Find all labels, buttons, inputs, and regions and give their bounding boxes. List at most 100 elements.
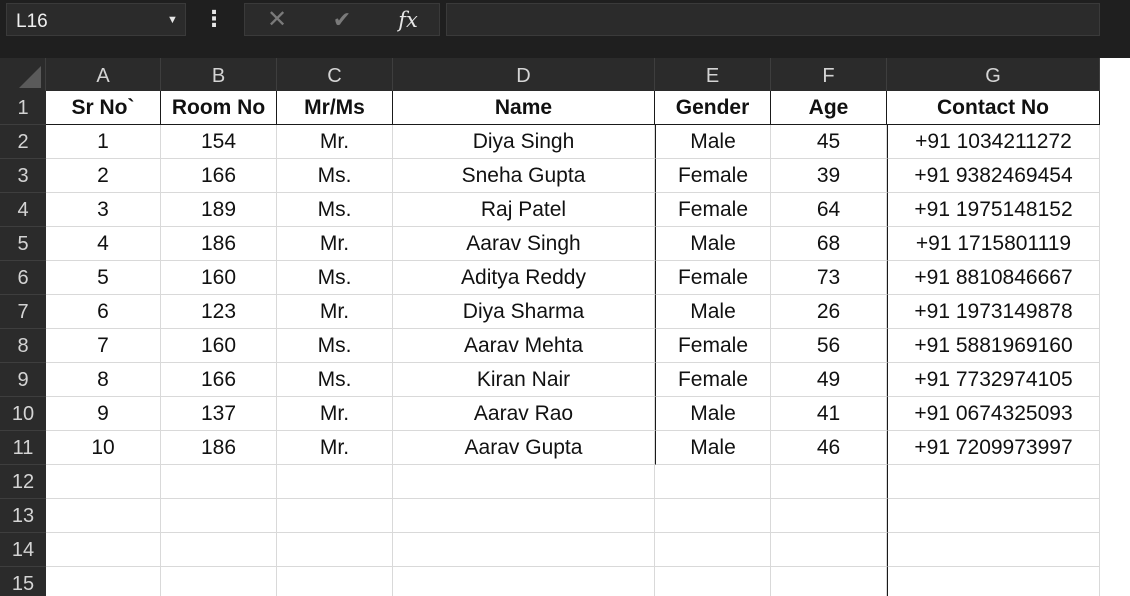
row-header-6[interactable]: 6: [0, 261, 46, 295]
empty-cell[interactable]: [46, 533, 161, 567]
table-cell[interactable]: 7: [46, 329, 161, 363]
table-cell[interactable]: 160: [161, 261, 277, 295]
table-cell[interactable]: 123: [161, 295, 277, 329]
table-cell[interactable]: 166: [161, 363, 277, 397]
empty-cell[interactable]: [277, 499, 393, 533]
name-box[interactable]: L16 ▼: [6, 3, 186, 36]
empty-cell[interactable]: [161, 465, 277, 499]
row-header-7[interactable]: 7: [0, 295, 46, 329]
table-cell[interactable]: +91 7732974105: [887, 363, 1100, 397]
row-header-11[interactable]: 11: [0, 431, 46, 465]
empty-cell[interactable]: [393, 567, 655, 596]
table-header-cell[interactable]: Age: [771, 91, 887, 125]
table-cell[interactable]: Female: [655, 159, 771, 193]
empty-cell[interactable]: [277, 567, 393, 596]
table-cell[interactable]: +91 5881969160: [887, 329, 1100, 363]
table-cell[interactable]: Female: [655, 363, 771, 397]
empty-cell[interactable]: [46, 465, 161, 499]
empty-cell[interactable]: [655, 499, 771, 533]
table-cell[interactable]: +91 1715801119: [887, 227, 1100, 261]
table-cell[interactable]: Ms.: [277, 159, 393, 193]
table-cell[interactable]: +91 8810846667: [887, 261, 1100, 295]
empty-cell[interactable]: [393, 499, 655, 533]
row-header-15[interactable]: 15: [0, 567, 46, 596]
table-cell[interactable]: +91 1973149878: [887, 295, 1100, 329]
table-header-cell[interactable]: Mr/Ms: [277, 91, 393, 125]
row-header-2[interactable]: 2: [0, 125, 46, 159]
table-cell[interactable]: Kiran Nair: [393, 363, 655, 397]
table-cell[interactable]: 41: [771, 397, 887, 431]
table-header-cell[interactable]: Name: [393, 91, 655, 125]
table-cell[interactable]: 39: [771, 159, 887, 193]
row-header-4[interactable]: 4: [0, 193, 46, 227]
table-cell[interactable]: 3: [46, 193, 161, 227]
table-cell[interactable]: 56: [771, 329, 887, 363]
row-header-8[interactable]: 8: [0, 329, 46, 363]
table-cell[interactable]: Mr.: [277, 125, 393, 159]
table-cell[interactable]: Male: [655, 397, 771, 431]
empty-cell[interactable]: [887, 499, 1100, 533]
formula-input[interactable]: [446, 3, 1100, 36]
empty-cell[interactable]: [655, 465, 771, 499]
column-header-f[interactable]: F: [771, 58, 887, 91]
table-cell[interactable]: Diya Singh: [393, 125, 655, 159]
table-cell[interactable]: 9: [46, 397, 161, 431]
empty-cell[interactable]: [46, 567, 161, 596]
row-header-13[interactable]: 13: [0, 499, 46, 533]
empty-cell[interactable]: [655, 567, 771, 596]
table-cell[interactable]: Ms.: [277, 329, 393, 363]
empty-cell[interactable]: [887, 465, 1100, 499]
close-icon[interactable]: ✕: [266, 6, 288, 33]
table-cell[interactable]: 49: [771, 363, 887, 397]
empty-cell[interactable]: [887, 567, 1100, 596]
table-cell[interactable]: 64: [771, 193, 887, 227]
empty-cell[interactable]: [887, 533, 1100, 567]
table-cell[interactable]: 10: [46, 431, 161, 465]
empty-cell[interactable]: [771, 465, 887, 499]
table-cell[interactable]: Aarav Singh: [393, 227, 655, 261]
empty-cell[interactable]: [393, 533, 655, 567]
table-cell[interactable]: Ms.: [277, 261, 393, 295]
table-cell[interactable]: 45: [771, 125, 887, 159]
select-all-corner[interactable]: [0, 58, 46, 91]
table-cell[interactable]: 4: [46, 227, 161, 261]
column-header-b[interactable]: B: [161, 58, 277, 91]
table-cell[interactable]: +91 9382469454: [887, 159, 1100, 193]
table-cell[interactable]: Aditya Reddy: [393, 261, 655, 295]
table-cell[interactable]: Male: [655, 227, 771, 261]
table-cell[interactable]: +91 0674325093: [887, 397, 1100, 431]
row-header-9[interactable]: 9: [0, 363, 46, 397]
table-header-cell[interactable]: Contact No: [887, 91, 1100, 125]
table-cell[interactable]: 6: [46, 295, 161, 329]
table-cell[interactable]: Aarav Mehta: [393, 329, 655, 363]
table-cell[interactable]: 154: [161, 125, 277, 159]
checkmark-icon[interactable]: ✔: [332, 7, 352, 32]
table-cell[interactable]: +91 1975148152: [887, 193, 1100, 227]
table-header-cell[interactable]: Sr No`: [46, 91, 161, 125]
table-cell[interactable]: 1: [46, 125, 161, 159]
empty-cell[interactable]: [161, 533, 277, 567]
table-cell[interactable]: 189: [161, 193, 277, 227]
empty-cell[interactable]: [771, 533, 887, 567]
table-header-cell[interactable]: Room No: [161, 91, 277, 125]
table-cell[interactable]: 73: [771, 261, 887, 295]
table-cell[interactable]: Female: [655, 193, 771, 227]
table-cell[interactable]: 186: [161, 431, 277, 465]
table-cell[interactable]: 68: [771, 227, 887, 261]
table-cell[interactable]: 160: [161, 329, 277, 363]
table-cell[interactable]: +91 1034211272: [887, 125, 1100, 159]
table-cell[interactable]: Sneha Gupta: [393, 159, 655, 193]
table-cell[interactable]: Ms.: [277, 363, 393, 397]
table-cell[interactable]: Female: [655, 261, 771, 295]
row-header-10[interactable]: 10: [0, 397, 46, 431]
table-cell[interactable]: Ms.: [277, 193, 393, 227]
row-header-3[interactable]: 3: [0, 159, 46, 193]
table-cell[interactable]: Diya Sharma: [393, 295, 655, 329]
row-header-12[interactable]: 12: [0, 465, 46, 499]
column-header-g[interactable]: G: [887, 58, 1100, 91]
column-header-c[interactable]: C: [277, 58, 393, 91]
table-header-cell[interactable]: Gender: [655, 91, 771, 125]
table-cell[interactable]: 2: [46, 159, 161, 193]
empty-cell[interactable]: [277, 533, 393, 567]
table-cell[interactable]: Male: [655, 125, 771, 159]
